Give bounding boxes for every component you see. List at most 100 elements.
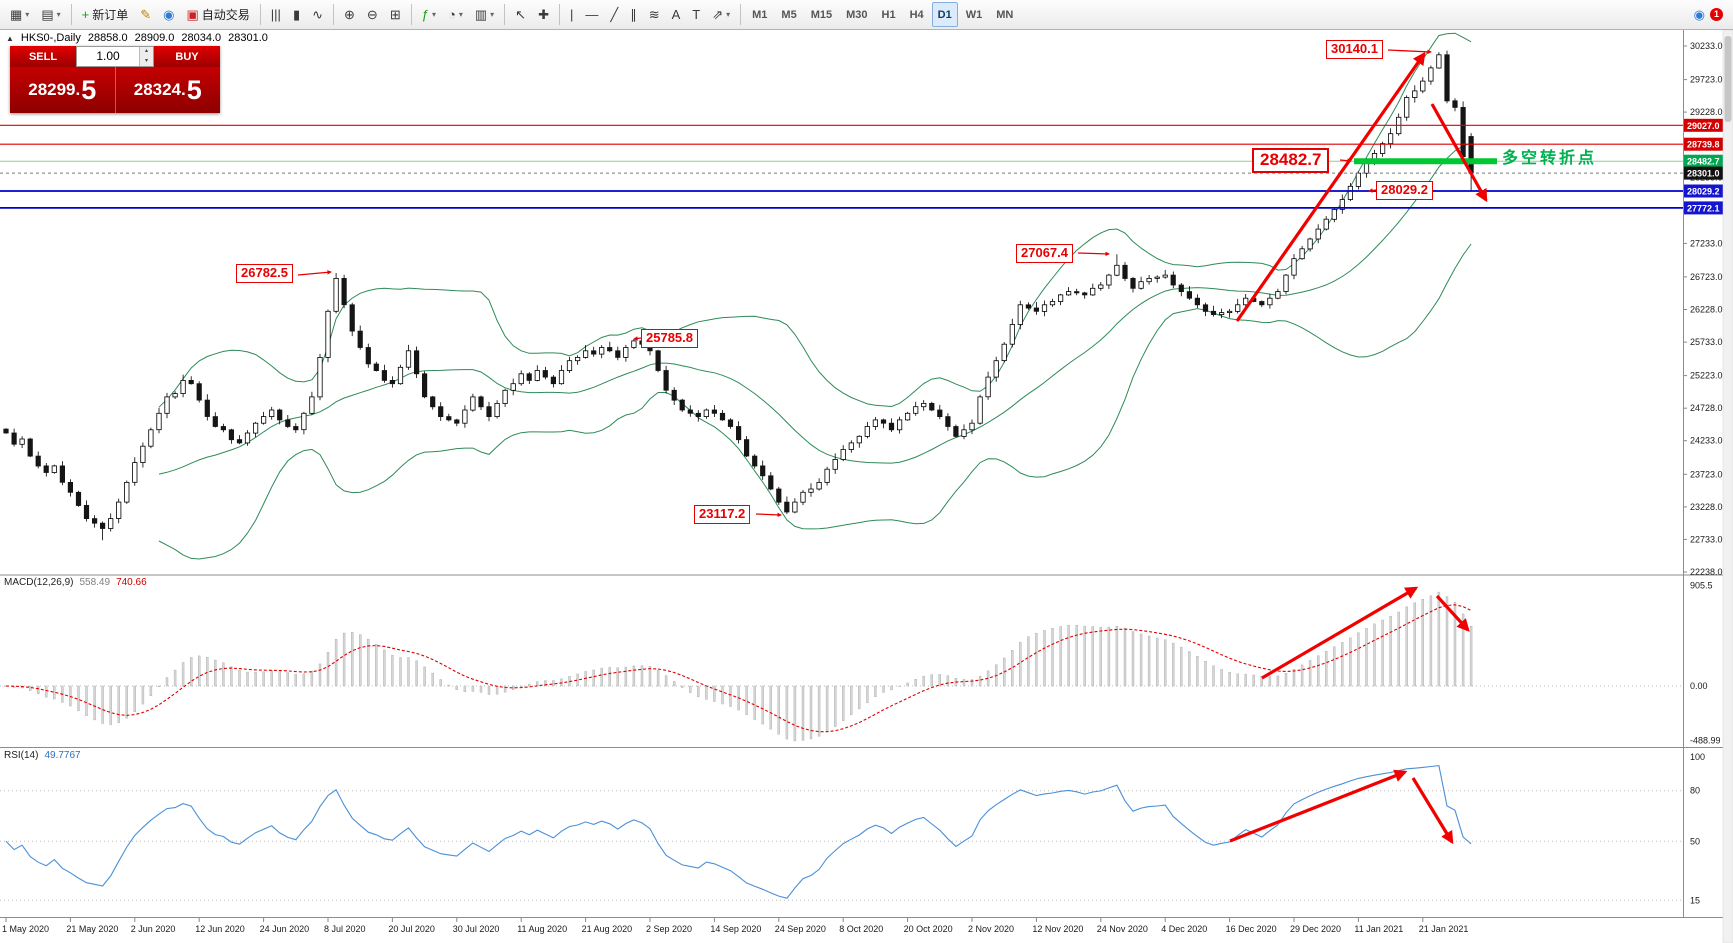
volume-up-button[interactable]: ▴ <box>140 47 153 57</box>
annotation-arrows[interactable] <box>297 49 1488 845</box>
tf-m5-button[interactable]: M5 <box>775 2 802 27</box>
autotrading-label: 自动交易 <box>201 8 250 22</box>
trendline-button[interactable]: ╱ <box>605 2 623 27</box>
price-callout[interactable]: 23117.2 <box>694 505 751 524</box>
candlestick-chart-button[interactable]: ▮ <box>288 2 305 27</box>
dropdown-arrow-icon: ▾ <box>726 10 731 19</box>
tf-m1-button[interactable]: M1 <box>746 2 773 27</box>
price-level-lines[interactable] <box>0 124 1683 209</box>
price-callout[interactable]: 26782.5 <box>236 264 293 283</box>
chart-symbol-period: HKS0-,Daily <box>20 32 81 44</box>
buy-button[interactable]: BUY <box>154 46 220 67</box>
svg-text:11 Aug 2020: 11 Aug 2020 <box>517 924 567 934</box>
toolbar: ▦ ▾ ▤ ▾ + 新订单 ✎ ◉ ▣ 自动交易 ||| ▮ ∿ ⊕ ⊖ ⊞ ƒ ▾ ◔ ▾ ▥ ▾ ↖ ✚ | — ╱ ∥ ≋ A T ⇗ ▾… <box>0 0 1733 30</box>
templates-button[interactable]: ▥ ▾ <box>470 2 499 27</box>
crosshair-button[interactable]: ✚ <box>533 2 554 27</box>
tf-h4-button[interactable]: H4 <box>904 2 930 27</box>
dropdown-arrow-icon: ▾ <box>458 10 463 19</box>
volume-down-button[interactable]: ▾ <box>140 56 153 66</box>
horizontal-line-button[interactable]: — <box>580 2 603 27</box>
sell-price[interactable]: 28299. 5 <box>10 67 115 113</box>
zoom-in-button[interactable]: ⊕ <box>339 2 360 27</box>
price-callout[interactable]: 30140.1 <box>1326 40 1383 59</box>
tf-d1-label: D1 <box>937 8 952 21</box>
svg-text:28739.8: 28739.8 <box>1687 140 1720 150</box>
svg-text:29723.0: 29723.0 <box>1690 75 1723 85</box>
collapse-arrow-icon[interactable]: ▲ <box>6 33 14 43</box>
svg-text:28029.2: 28029.2 <box>1687 187 1720 197</box>
label-button[interactable]: T <box>687 2 705 27</box>
svg-text:28301.0: 28301.0 <box>1687 169 1720 179</box>
profiles-icon: ▤ <box>41 6 54 22</box>
vertical-line-button[interactable]: | <box>565 2 578 27</box>
crosshair-icon: ✚ <box>538 6 549 22</box>
scrollbar-thumb[interactable] <box>1724 36 1732 122</box>
svg-text:100: 100 <box>1690 752 1705 762</box>
svg-text:22238.0: 22238.0 <box>1690 567 1723 577</box>
macd-histogram <box>4 591 1473 742</box>
tf-m30-button[interactable]: M30 <box>840 2 873 27</box>
tf-m30-label: M30 <box>846 8 868 21</box>
macd-panel <box>0 591 1683 742</box>
zoom-out-button[interactable]: ⊖ <box>362 2 383 27</box>
tile-windows-button[interactable]: ⊞ <box>385 2 406 27</box>
svg-text:2 Sep 2020: 2 Sep 2020 <box>646 924 692 934</box>
toolbar-separator <box>259 4 261 25</box>
rsi-indicator-label: RSI(14) 49.7767 <box>4 750 87 761</box>
rsi-panel <box>0 764 1683 901</box>
svg-text:29228.0: 29228.0 <box>1690 107 1723 117</box>
metaeditor-button[interactable]: ✎ <box>135 2 156 27</box>
tf-mn-label: MN <box>996 8 1014 21</box>
new-chart-icon: ▦ <box>10 6 23 22</box>
svg-text:50: 50 <box>1690 836 1700 846</box>
text-button[interactable]: A <box>667 2 686 27</box>
line-chart-button[interactable]: ∿ <box>307 2 328 27</box>
svg-text:24 Sep 2020: 24 Sep 2020 <box>775 924 826 934</box>
price-callout[interactable]: 28482.7 <box>1252 148 1330 173</box>
buy-price[interactable]: 28324. 5 <box>114 67 221 113</box>
profiles-button[interactable]: ▤ ▾ <box>36 2 65 27</box>
price-callout[interactable]: 25785.8 <box>641 329 698 348</box>
toolbar-separator <box>70 4 72 25</box>
turning-point-note[interactable]: 多空转折点 <box>1502 150 1598 167</box>
panel-separators <box>0 30 1733 918</box>
svg-text:2 Nov 2020: 2 Nov 2020 <box>968 924 1014 934</box>
volume-input[interactable]: 1.00 <box>96 49 120 63</box>
tf-m15-label: M15 <box>810 8 833 21</box>
zoom-out-icon: ⊖ <box>366 6 378 22</box>
svg-text:25733.0: 25733.0 <box>1690 337 1723 347</box>
new-order-button[interactable]: + 新订单 <box>77 2 134 27</box>
sell-button[interactable]: SELL <box>10 46 76 67</box>
dropdown-arrow-icon: ▾ <box>56 10 61 19</box>
channel-button[interactable]: ∥ <box>625 2 642 27</box>
tf-h1-button[interactable]: H1 <box>876 2 902 27</box>
toolbar-separator <box>740 4 742 25</box>
svg-text:16 Dec 2020: 16 Dec 2020 <box>1226 924 1277 934</box>
macd-signal-value: 740.66 <box>116 577 147 588</box>
periods-button[interactable]: ◔ ▾ <box>443 2 468 27</box>
tf-w1-button[interactable]: W1 <box>960 2 989 27</box>
autotrading-button[interactable]: ▣ 自动交易 <box>181 2 254 27</box>
bar-chart-button[interactable]: ||| <box>266 2 286 27</box>
price-callout[interactable]: 27067.4 <box>1016 244 1073 263</box>
tf-mn-button[interactable]: MN <box>990 2 1019 27</box>
buy-price-main: 28324. <box>133 80 186 99</box>
metaquotes-button[interactable]: ◉ 1 <box>1689 2 1728 27</box>
cursor-button[interactable]: ↖ <box>510 2 531 27</box>
bollinger-upper-band <box>158 32 1472 408</box>
price-callout[interactable]: 28029.2 <box>1376 181 1433 200</box>
sell-price-pip: 5 <box>81 74 97 105</box>
vertical-scrollbar[interactable] <box>1722 29 1733 943</box>
tf-m15-button[interactable]: M15 <box>805 2 838 27</box>
notification-badge[interactable]: 1 <box>1710 8 1723 21</box>
toolbar-separator <box>410 4 412 25</box>
shapes-button[interactable]: ⇗ ▾ <box>707 2 735 27</box>
fibonacci-button[interactable]: ≋ <box>644 2 665 27</box>
new-chart-button[interactable]: ▦ ▾ <box>5 2 34 27</box>
indicators-button[interactable]: ƒ ▾ <box>417 2 441 27</box>
candle-wicks <box>5 50 1472 541</box>
community-button[interactable]: ◉ <box>158 2 179 27</box>
tf-d1-button[interactable]: D1 <box>931 2 958 27</box>
